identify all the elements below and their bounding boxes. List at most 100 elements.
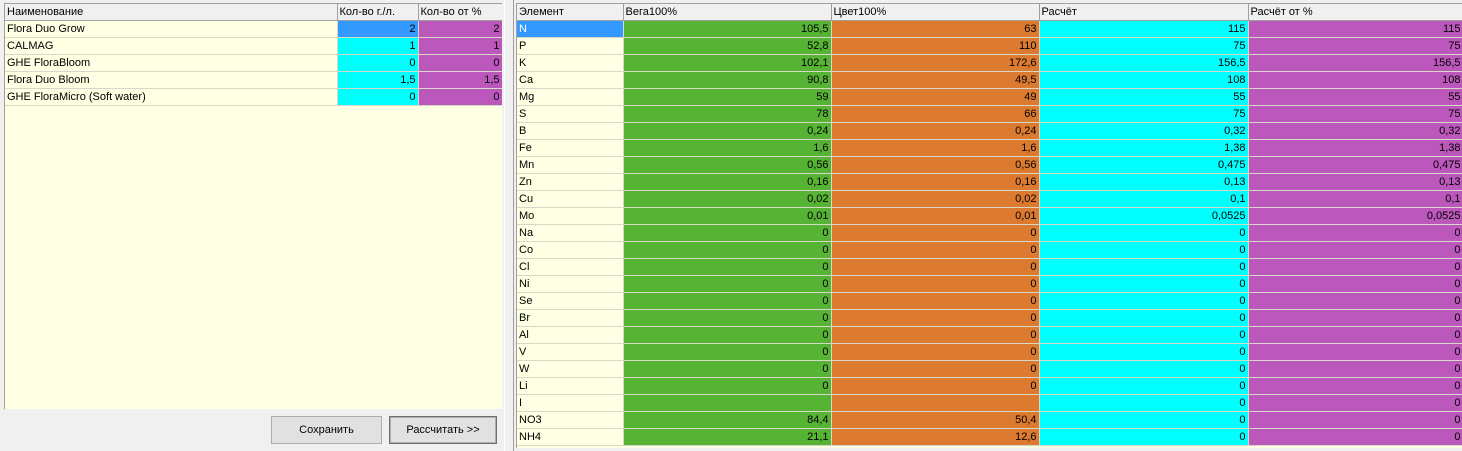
element-cell[interactable]: Fe [517, 139, 624, 157]
calculation-cell[interactable]: 0 [1039, 326, 1249, 344]
element-row[interactable]: S 78 66 75 75 [517, 105, 1462, 123]
vega-cell[interactable]: 0 [623, 258, 832, 276]
calculation-percent-cell[interactable]: 0,0525 [1248, 207, 1462, 225]
column-header-calculation-percent[interactable]: Расчёт от % [1248, 4, 1462, 21]
vega-cell[interactable]: 0,01 [623, 207, 832, 225]
calculation-cell[interactable]: 0 [1039, 309, 1249, 327]
column-header-element[interactable]: Элемент [517, 4, 624, 21]
calculation-percent-cell[interactable]: 0,1 [1248, 190, 1462, 208]
element-row[interactable]: Ca 90,8 49,5 108 108 [517, 71, 1462, 89]
splitter[interactable] [504, 0, 514, 451]
vega-cell[interactable]: 78 [623, 105, 832, 123]
element-cell[interactable]: Co [517, 241, 624, 259]
bloom-cell[interactable]: 0 [831, 326, 1040, 344]
calculation-percent-cell[interactable]: 0 [1248, 428, 1462, 446]
element-row[interactable]: Co 0 0 0 0 [517, 241, 1462, 259]
vega-cell[interactable]: 0,56 [623, 156, 832, 174]
bloom-cell[interactable]: 0,01 [831, 207, 1040, 225]
element-row[interactable]: B 0,24 0,24 0,32 0,32 [517, 122, 1462, 140]
fertilizer-row[interactable]: GHE FloraBloom 0 0 [5, 54, 502, 72]
element-cell[interactable]: Cu [517, 190, 624, 208]
calculation-percent-cell[interactable]: 0 [1248, 394, 1462, 412]
calculation-percent-cell[interactable]: 0 [1248, 343, 1462, 361]
element-row[interactable]: Ni 0 0 0 0 [517, 275, 1462, 293]
element-row[interactable]: Mo 0,01 0,01 0,0525 0,0525 [517, 207, 1462, 225]
vega-cell[interactable]: 0 [623, 377, 832, 395]
calculation-cell[interactable]: 0 [1039, 292, 1249, 310]
calculation-cell[interactable]: 0,32 [1039, 122, 1249, 140]
element-row[interactable]: NH4 21,1 12,6 0 0 [517, 428, 1462, 446]
vega-cell[interactable]: 90,8 [623, 71, 832, 89]
element-row[interactable]: Al 0 0 0 0 [517, 326, 1462, 344]
amount-g-per-l-cell[interactable]: 0 [337, 54, 419, 72]
amount-percent-cell[interactable]: 0 [418, 54, 502, 72]
bloom-cell[interactable]: 49 [831, 88, 1040, 106]
bloom-cell[interactable]: 0 [831, 360, 1040, 378]
calculation-cell[interactable]: 156,5 [1039, 54, 1249, 72]
element-cell[interactable]: Al [517, 326, 624, 344]
amount-g-per-l-cell[interactable]: 1 [337, 37, 419, 55]
vega-cell[interactable]: 105,5 [623, 20, 832, 38]
element-row[interactable]: Mn 0,56 0,56 0,475 0,475 [517, 156, 1462, 174]
bloom-cell[interactable]: 0 [831, 241, 1040, 259]
element-cell[interactable]: Na [517, 224, 624, 242]
element-cell[interactable]: Mg [517, 88, 624, 106]
save-button[interactable]: Сохранить [271, 416, 382, 444]
fertilizer-row[interactable]: CALMAG 1 1 [5, 37, 502, 55]
amount-g-per-l-cell[interactable]: 0 [337, 88, 419, 106]
vega-cell[interactable]: 59 [623, 88, 832, 106]
calculation-cell[interactable]: 0 [1039, 241, 1249, 259]
fertilizer-row[interactable]: GHE FloraMicro (Soft water) 0 0 [5, 88, 502, 106]
calculation-cell[interactable]: 0 [1039, 343, 1249, 361]
vega-cell[interactable]: 21,1 [623, 428, 832, 446]
bloom-cell[interactable]: 0 [831, 343, 1040, 361]
vega-cell[interactable]: 1,6 [623, 139, 832, 157]
bloom-cell[interactable]: 0 [831, 292, 1040, 310]
fertilizer-row[interactable]: Flora Duo Grow 2 2 [5, 20, 502, 38]
vega-cell[interactable]: 0,24 [623, 122, 832, 140]
element-cell[interactable]: Se [517, 292, 624, 310]
element-row[interactable]: N 105,5 63 115 115 [517, 20, 1462, 38]
calculation-percent-cell[interactable]: 75 [1248, 105, 1462, 123]
calculation-percent-cell[interactable]: 0 [1248, 309, 1462, 327]
amount-g-per-l-cell[interactable]: 1,5 [337, 71, 419, 89]
calculation-cell[interactable]: 0 [1039, 377, 1249, 395]
vega-cell[interactable]: 0 [623, 360, 832, 378]
element-cell[interactable]: Cl [517, 258, 624, 276]
element-row[interactable]: Na 0 0 0 0 [517, 224, 1462, 242]
bloom-cell[interactable]: 0,24 [831, 122, 1040, 140]
calculation-percent-cell[interactable]: 156,5 [1248, 54, 1462, 72]
calculation-percent-cell[interactable]: 1,38 [1248, 139, 1462, 157]
calculation-percent-cell[interactable]: 0 [1248, 224, 1462, 242]
vega-cell[interactable]: 0,16 [623, 173, 832, 191]
fertilizer-name-cell[interactable]: Flora Duo Grow [5, 20, 338, 38]
calculation-percent-cell[interactable]: 75 [1248, 37, 1462, 55]
element-cell[interactable]: NO3 [517, 411, 624, 429]
bloom-cell[interactable]: 0 [831, 309, 1040, 327]
element-cell[interactable]: W [517, 360, 624, 378]
vega-cell[interactable]: 84,4 [623, 411, 832, 429]
calculation-percent-cell[interactable]: 115 [1248, 20, 1462, 38]
element-cell[interactable]: I [517, 394, 624, 412]
bloom-cell[interactable]: 49,5 [831, 71, 1040, 89]
calculate-button[interactable]: Рассчитать >> [389, 416, 497, 444]
calculation-cell[interactable]: 75 [1039, 105, 1249, 123]
bloom-cell[interactable]: 63 [831, 20, 1040, 38]
calculation-percent-cell[interactable]: 0 [1248, 275, 1462, 293]
vega-cell[interactable]: 0 [623, 309, 832, 327]
bloom-cell[interactable]: 0 [831, 377, 1040, 395]
calculation-cell[interactable]: 115 [1039, 20, 1249, 38]
vega-cell[interactable]: 0,02 [623, 190, 832, 208]
vega-cell[interactable]: 0 [623, 326, 832, 344]
calculation-percent-cell[interactable]: 0,475 [1248, 156, 1462, 174]
amount-percent-cell[interactable]: 0 [418, 88, 502, 106]
bloom-cell[interactable]: 0,16 [831, 173, 1040, 191]
vega-cell[interactable]: 0 [623, 343, 832, 361]
vega-cell[interactable]: 0 [623, 241, 832, 259]
bloom-cell[interactable]: 50,4 [831, 411, 1040, 429]
calculation-percent-cell[interactable]: 0 [1248, 411, 1462, 429]
calculation-cell[interactable]: 75 [1039, 37, 1249, 55]
fertilizer-name-cell[interactable]: GHE FloraMicro (Soft water) [5, 88, 338, 106]
calculation-percent-cell[interactable]: 0 [1248, 258, 1462, 276]
